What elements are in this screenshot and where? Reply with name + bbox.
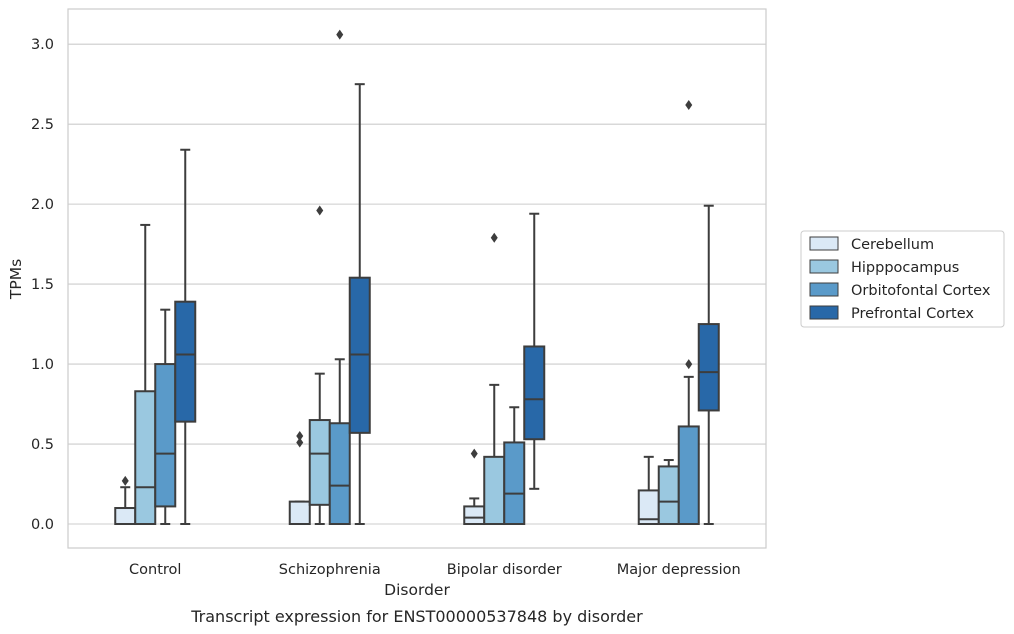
x-tick-label: Major depression xyxy=(617,562,741,578)
legend-swatch xyxy=(809,236,839,251)
y-tick-labels: 0.0 0.5 1.0 1.5 2.0 2.5 3.0 xyxy=(31,37,54,533)
box-iqr xyxy=(677,425,700,526)
outlier-point xyxy=(685,99,693,110)
box-hipppocampus xyxy=(134,223,157,526)
box-orbitofontal-cortex xyxy=(154,308,177,526)
box-iqr xyxy=(288,500,311,526)
legend-entry: Cerebellum xyxy=(851,237,934,253)
box-prefrontal-cortex xyxy=(523,212,546,490)
chart-caption: Transcript expression for ENST0000053784… xyxy=(190,607,643,626)
y-tick-label: 0.5 xyxy=(31,437,54,453)
outlier-point xyxy=(296,431,304,442)
outlier-point xyxy=(470,448,478,459)
y-axis-label: TPMs xyxy=(7,259,25,300)
legend-frame xyxy=(800,230,1005,328)
box-iqr xyxy=(174,300,197,423)
legend: Cerebellum Hipppocampus Orbitofontal Corte… xyxy=(800,230,1005,328)
box-iqr xyxy=(114,507,137,526)
box-hipppocampus xyxy=(308,205,331,526)
legend-swatch xyxy=(809,305,839,320)
box-iqr xyxy=(154,363,177,508)
box-prefrontal-cortex xyxy=(697,204,720,526)
box-iqr xyxy=(328,422,351,526)
outlier-point xyxy=(490,232,498,243)
box-hipppocampus xyxy=(483,232,506,526)
boxes-layer xyxy=(114,29,720,526)
box-cerebellum xyxy=(114,475,137,526)
legend-entry: Prefrontal Cortex xyxy=(851,306,974,322)
box-iqr xyxy=(697,323,720,412)
box-iqr xyxy=(134,390,157,526)
legend-entry: Orbitofontal Cortex xyxy=(851,283,991,299)
box-iqr xyxy=(308,419,331,506)
outlier-point xyxy=(296,437,304,448)
box-cerebellum xyxy=(463,448,486,526)
legend-swatch xyxy=(809,259,839,274)
box-orbitofontal-cortex xyxy=(503,406,526,526)
legend-swatch xyxy=(809,282,839,297)
y-tick-label: 1.0 xyxy=(31,357,54,373)
box-iqr xyxy=(483,455,506,526)
box-orbitofontal-cortex xyxy=(677,99,700,526)
x-tick-label: Bipolar disorder xyxy=(447,562,562,578)
box-prefrontal-cortex xyxy=(348,83,371,526)
x-axis-label: Disorder xyxy=(384,581,450,599)
y-tick-label: 3.0 xyxy=(31,37,54,53)
box-orbitofontal-cortex xyxy=(328,29,351,526)
y-tick-label: 2.0 xyxy=(31,197,54,213)
box-iqr xyxy=(463,505,486,526)
box-cerebellum xyxy=(288,431,311,526)
x-tick-label: Control xyxy=(129,562,181,578)
box-iqr xyxy=(657,465,680,526)
plot-frame xyxy=(67,8,767,549)
box-prefrontal-cortex xyxy=(174,148,197,526)
legend-entry: Hipppocampus xyxy=(851,260,959,276)
y-tick-label: 1.5 xyxy=(31,277,54,293)
x-tick-labels: Control Schizophrenia Bipolar disorder Majo… xyxy=(129,562,741,578)
outlier-point xyxy=(121,475,129,486)
box-cerebellum xyxy=(637,455,660,526)
x-tick-label: Schizophrenia xyxy=(279,562,381,578)
box-iqr xyxy=(523,345,546,441)
outlier-point xyxy=(685,359,693,370)
y-tick-label: 0.0 xyxy=(31,517,54,533)
box-hipppocampus xyxy=(657,459,680,526)
box-iqr xyxy=(503,441,526,526)
outlier-point xyxy=(336,29,344,40)
outlier-point xyxy=(316,205,324,216)
y-tick-label: 2.5 xyxy=(31,117,54,133)
